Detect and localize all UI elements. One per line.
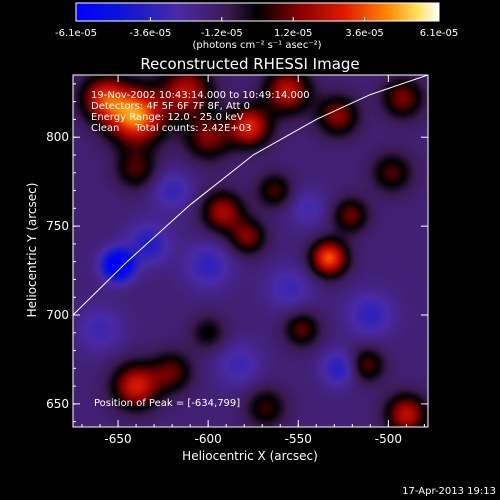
colorbar-tick-label: 1.2e-05 xyxy=(274,28,312,39)
y-tick-label: 650 xyxy=(46,397,69,411)
colorbar-tick-label: 6.1e-05 xyxy=(420,28,458,39)
plot-frame xyxy=(72,74,429,428)
y-tick-label: 800 xyxy=(46,130,69,144)
chart-title: Reconstructed RHESSI Image xyxy=(140,55,359,73)
counts-label: Clean Total counts: 2.42E+03 xyxy=(91,123,251,134)
energy-range-label: Energy Range: 12.0 - 25.0 keV xyxy=(91,112,244,123)
heatmap-image xyxy=(73,75,428,427)
colorbar-bar xyxy=(76,3,439,21)
axis-ticks: -650 -600 -550 -500 650 700 750 800 xyxy=(46,75,428,446)
detectors-label: Detectors: 4F 5F 6F 7F 8F, Att 0 xyxy=(91,101,250,112)
y-tick-label: 700 xyxy=(46,308,69,322)
peak-position-label: Position of Peak = [-634,799] xyxy=(94,398,240,409)
y-tick-label: 750 xyxy=(46,219,69,233)
colorbar-tick-label: -1.2e-05 xyxy=(201,28,243,39)
x-tick-label: -550 xyxy=(285,432,312,446)
x-tick-label: -600 xyxy=(195,432,222,446)
time-range-label: 19-Nov-2002 10:43:14.000 to 10:49:14.000 xyxy=(91,90,310,101)
annotation-block: 19-Nov-2002 10:43:14.000 to 10:49:14.000… xyxy=(91,90,310,134)
colorbar-tick-label: -3.6e-05 xyxy=(129,28,171,39)
x-tick-label: -650 xyxy=(104,432,131,446)
timestamp: 17-Apr-2013 19:13 xyxy=(402,486,496,497)
solar-limb-curve xyxy=(73,75,428,316)
x-axis-label: Heliocentric X (arcsec) xyxy=(182,449,318,463)
x-tick-label: -500 xyxy=(375,432,402,446)
colorbar: -6.1e-05 -3.6e-05 -1.2e-05 1.2e-05 3.6e-05 6.… xyxy=(55,2,458,51)
colorbar-unit-label: (photons cm⁻² s⁻¹ asec⁻²) xyxy=(192,40,321,51)
colorbar-tick-label: -6.1e-05 xyxy=(55,28,97,39)
colorbar-tick-label: 3.6e-05 xyxy=(345,28,383,39)
y-axis-label: Heliocentric Y (arcsec) xyxy=(25,183,39,318)
